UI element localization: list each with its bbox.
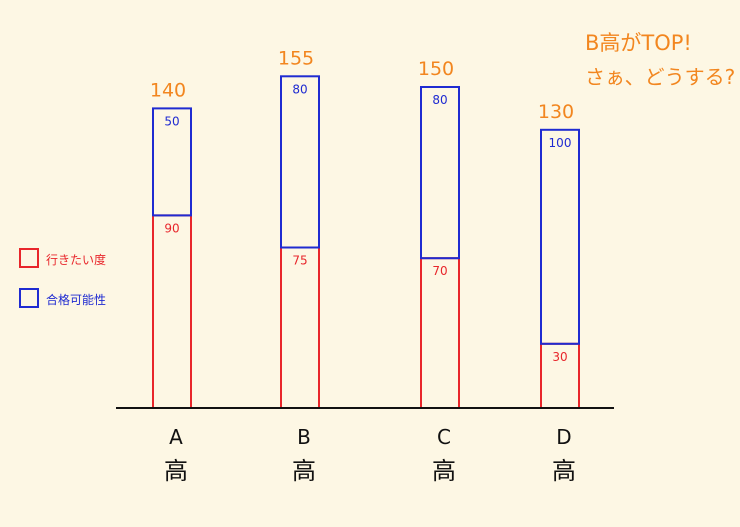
legend-label-want: 行きたい度 [46,252,106,267]
x-tick-label-a: A [169,425,183,449]
bar-value-label-pass-a: 50 [164,114,179,128]
bar-value-label-pass-d: 100 [549,136,572,150]
x-tick-suffix-d: 高 [552,457,576,485]
bar-segment-want-c [420,257,460,410]
bars-layer [152,75,580,410]
bar-value-label-pass-b: 80 [292,82,307,96]
legend-swatch-pass [19,288,39,308]
bar-segment-pass-c [420,86,460,260]
bar-total-label-a: 140 [150,79,186,101]
bar-value-label-want-c: 70 [432,264,447,278]
bar-segment-want-b [280,246,320,409]
bar-segment-pass-b [280,75,320,249]
bar-value-label-want-d: 30 [552,350,567,364]
bar-segment-pass-a [152,107,192,217]
bar-total-label-c: 150 [418,58,454,80]
annotation-line-2: さぁ、どうする? [585,65,735,89]
x-tick-suffix-b: 高 [292,457,316,485]
x-tick-label-c: C [437,425,451,449]
x-tick-label-d: D [556,425,571,449]
annotation-line-1: B高がTOP! [585,31,692,55]
legend-swatch-want [19,248,39,268]
bar-segment-want-a [152,214,192,409]
bar-value-label-want-b: 75 [292,254,307,268]
bar-total-label-d: 130 [538,101,574,123]
bar-segment-pass-d [540,128,580,345]
x-tick-label-b: B [297,425,311,449]
bar-value-label-want-a: 90 [164,221,179,235]
x-tick-suffix-a: 高 [164,457,188,485]
legend-label-pass: 合格可能性 [46,292,106,307]
bar-total-label-b: 155 [278,47,314,69]
bar-value-label-pass-c: 80 [432,93,447,107]
x-tick-suffix-c: 高 [432,457,456,485]
annotation: B高がTOP! さぁ、どうする? [585,31,735,89]
legend: 行きたい度 合格可能性 [19,248,106,308]
